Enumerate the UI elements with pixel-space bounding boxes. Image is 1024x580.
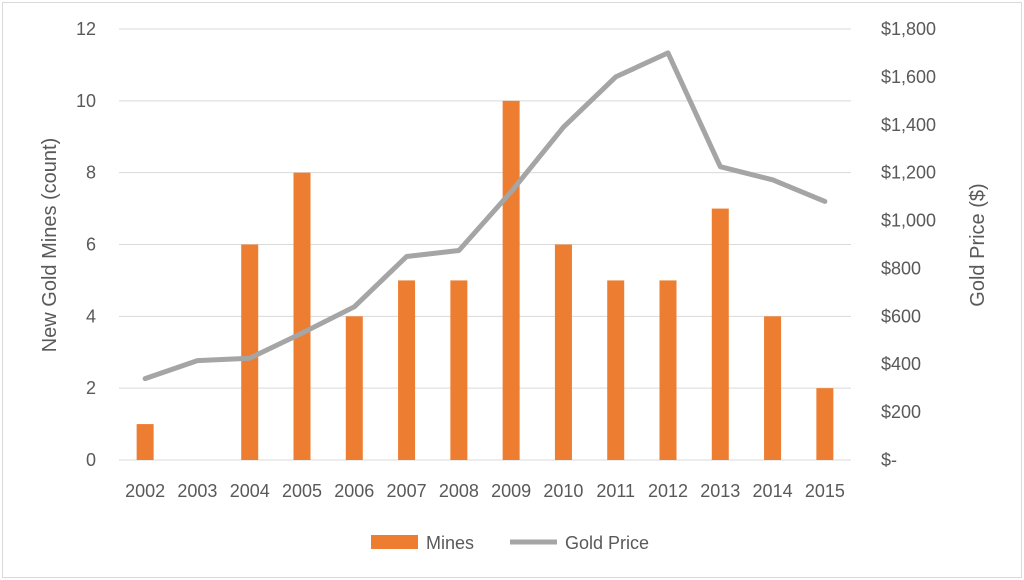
- x-axis-tick-label: 2010: [543, 481, 583, 501]
- bar-mines-2009: [502, 100, 520, 460]
- right-axis-ticks: $- $200 $400 $600 $800 $1,000 $1,200 $1,400 $1,6…: [881, 19, 936, 470]
- bar-mines-2014: [764, 316, 782, 460]
- x-axis-tick-label: 2015: [805, 481, 845, 501]
- x-axis-tick-label: 2014: [753, 481, 793, 501]
- gold-price-point-2012: [667, 52, 669, 54]
- bar-mines-2002: [136, 424, 154, 460]
- left-axis-tick-label: 0: [86, 450, 96, 470]
- right-axis-tick-label: $1,400: [881, 115, 936, 135]
- gold-price-point-2011: [615, 76, 617, 78]
- bar-mines-2010: [554, 244, 572, 460]
- gold-price-line: [142, 50, 828, 382]
- right-axis-tick-label: $400: [881, 354, 921, 374]
- gold-price-point-2013: [719, 166, 721, 168]
- gold-price-point-2010: [562, 126, 564, 128]
- bar-mines-2005: [293, 172, 311, 460]
- legend: Mines Gold Price: [371, 533, 649, 553]
- x-axis-tick-label: 2003: [177, 481, 217, 501]
- left-axis-tick-label: 10: [76, 91, 96, 111]
- x-axis-tick-label: 2013: [700, 481, 740, 501]
- bar-mines-2007: [398, 280, 416, 460]
- gold-price-point-2009: [510, 191, 512, 193]
- bar-mines-2006: [345, 316, 363, 460]
- legend-swatch-mines: [371, 535, 418, 549]
- left-axis-tick-label: 12: [76, 19, 96, 39]
- gold-price-point-2007: [406, 255, 408, 257]
- gridlines: [119, 28, 851, 461]
- right-axis-tick-label: $1,000: [881, 211, 936, 231]
- bar-mines-2012: [659, 280, 677, 460]
- right-axis-tick-label: $1,800: [881, 19, 936, 39]
- x-axis-tick-label: 2006: [334, 481, 374, 501]
- gold-price-point-2002: [144, 378, 146, 380]
- x-axis-tick-label: 2005: [282, 481, 322, 501]
- right-axis-tick-label: $800: [881, 258, 921, 278]
- x-axis-tick-label: 2007: [387, 481, 427, 501]
- legend-label-gold-price: Gold Price: [565, 533, 649, 553]
- left-axis-tick-label: 4: [86, 306, 96, 326]
- bar-mines-2015: [816, 388, 834, 460]
- gold-price-point-2014: [772, 179, 774, 181]
- gold-price-point-2006: [353, 306, 355, 308]
- x-axis-tick-label: 2004: [230, 481, 270, 501]
- right-axis-tick-label: $600: [881, 306, 921, 326]
- left-axis-ticks: 0 2 4 6 8 10 12: [76, 19, 96, 470]
- bar-mines-2008: [450, 280, 468, 460]
- left-axis-title: New Gold Mines (count): [39, 138, 61, 353]
- right-axis-title: Gold Price ($): [967, 183, 989, 306]
- left-axis-tick-label: 8: [86, 163, 96, 183]
- x-axis-tick-label: 2002: [125, 481, 165, 501]
- x-axis-tick-label: 2008: [439, 481, 479, 501]
- gold-price-point-2005: [301, 332, 303, 334]
- right-axis-tick-label: $1,200: [881, 163, 936, 183]
- bar-mines-2011: [607, 280, 625, 460]
- left-axis-tick-label: 6: [86, 235, 96, 255]
- x-axis-tick-label: 2012: [648, 481, 688, 501]
- bar-mines-2004: [241, 244, 259, 460]
- x-axis-tick-label: 2011: [596, 481, 635, 501]
- left-axis-tick-label: 2: [86, 378, 96, 398]
- bar-mines-2013: [711, 208, 729, 460]
- gold-price-point-2003: [196, 360, 198, 362]
- right-axis-tick-label: $200: [881, 402, 921, 422]
- gold-price-point-2004: [249, 357, 251, 359]
- x-axis-tick-label: 2009: [491, 481, 531, 501]
- bar-series-mines: [136, 100, 834, 460]
- x-axis-ticks: 2002 2003 2004 2005 2006 2007 2008 2009 2010 2011…: [125, 481, 845, 501]
- gold-price-point-2008: [458, 249, 460, 251]
- right-axis-tick-label: $-: [881, 450, 897, 470]
- right-axis-tick-label: $1,600: [881, 67, 936, 87]
- gold-price-point-2015: [824, 200, 826, 202]
- legend-label-mines: Mines: [426, 533, 474, 553]
- line-series-gold-price: [142, 50, 828, 382]
